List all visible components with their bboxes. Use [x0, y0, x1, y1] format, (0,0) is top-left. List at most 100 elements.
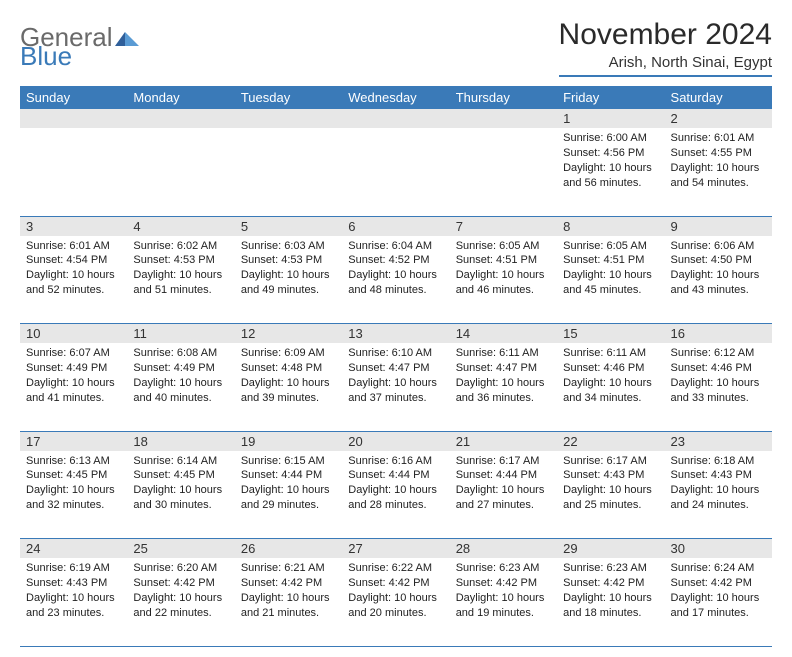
day-cell: Sunrise: 6:10 AMSunset: 4:47 PMDaylight:…: [342, 343, 449, 431]
sunrise-text: Sunrise: 6:19 AM: [26, 561, 121, 576]
day2-text: and 21 minutes.: [241, 606, 336, 621]
day1-text: Daylight: 10 hours: [241, 376, 336, 391]
sunrise-text: Sunrise: 6:16 AM: [348, 454, 443, 469]
sunset-text: Sunset: 4:42 PM: [241, 576, 336, 591]
sunrise-text: Sunrise: 6:07 AM: [26, 346, 121, 361]
sunset-text: Sunset: 4:55 PM: [671, 146, 766, 161]
calendar-header-row: Sunday Monday Tuesday Wednesday Thursday…: [20, 86, 772, 109]
sunset-text: Sunset: 4:47 PM: [456, 361, 551, 376]
weekday-head: Friday: [557, 86, 664, 109]
day1-text: Daylight: 10 hours: [563, 483, 658, 498]
day2-text: and 30 minutes.: [133, 498, 228, 513]
day-number: [127, 109, 234, 128]
day2-text: and 54 minutes.: [671, 176, 766, 191]
day-cell: Sunrise: 6:21 AMSunset: 4:42 PMDaylight:…: [235, 558, 342, 646]
day-number: [20, 109, 127, 128]
day-content-row: Sunrise: 6:13 AMSunset: 4:45 PMDaylight:…: [20, 451, 772, 539]
sunrise-text: Sunrise: 6:09 AM: [241, 346, 336, 361]
day-cell: [342, 128, 449, 216]
sunset-text: Sunset: 4:42 PM: [671, 576, 766, 591]
day1-text: Daylight: 10 hours: [671, 161, 766, 176]
weekday-head: Wednesday: [342, 86, 449, 109]
day2-text: and 17 minutes.: [671, 606, 766, 621]
day1-text: Daylight: 10 hours: [133, 268, 228, 283]
day2-text: and 28 minutes.: [348, 498, 443, 513]
day-cell: Sunrise: 6:20 AMSunset: 4:42 PMDaylight:…: [127, 558, 234, 646]
day1-text: Daylight: 10 hours: [26, 591, 121, 606]
day-number: 14: [450, 324, 557, 344]
sunrise-text: Sunrise: 6:12 AM: [671, 346, 766, 361]
day1-text: Daylight: 10 hours: [671, 268, 766, 283]
day-number: 28: [450, 539, 557, 559]
day-details: Sunrise: 6:02 AMSunset: 4:53 PMDaylight:…: [127, 236, 234, 302]
day2-text: and 49 minutes.: [241, 283, 336, 298]
sunset-text: Sunset: 4:52 PM: [348, 253, 443, 268]
day1-text: Daylight: 10 hours: [563, 268, 658, 283]
weekday-head: Saturday: [665, 86, 772, 109]
day1-text: Daylight: 10 hours: [133, 483, 228, 498]
day-cell: Sunrise: 6:06 AMSunset: 4:50 PMDaylight:…: [665, 236, 772, 324]
day-cell: [235, 128, 342, 216]
day-details: Sunrise: 6:14 AMSunset: 4:45 PMDaylight:…: [127, 451, 234, 517]
weekday-head: Monday: [127, 86, 234, 109]
day1-text: Daylight: 10 hours: [563, 376, 658, 391]
sunrise-text: Sunrise: 6:00 AM: [563, 131, 658, 146]
day-details: Sunrise: 6:17 AMSunset: 4:43 PMDaylight:…: [557, 451, 664, 517]
day1-text: Daylight: 10 hours: [456, 483, 551, 498]
day-cell: Sunrise: 6:09 AMSunset: 4:48 PMDaylight:…: [235, 343, 342, 431]
day1-text: Daylight: 10 hours: [348, 591, 443, 606]
day-cell: Sunrise: 6:17 AMSunset: 4:43 PMDaylight:…: [557, 451, 664, 539]
day-details: Sunrise: 6:22 AMSunset: 4:42 PMDaylight:…: [342, 558, 449, 624]
sunset-text: Sunset: 4:46 PM: [563, 361, 658, 376]
day-details: Sunrise: 6:06 AMSunset: 4:50 PMDaylight:…: [665, 236, 772, 302]
sunrise-text: Sunrise: 6:06 AM: [671, 239, 766, 254]
day-details: Sunrise: 6:10 AMSunset: 4:47 PMDaylight:…: [342, 343, 449, 409]
day-number: 4: [127, 216, 234, 236]
day-number: 24: [20, 539, 127, 559]
day-number: 2: [665, 109, 772, 128]
day-cell: Sunrise: 6:12 AMSunset: 4:46 PMDaylight:…: [665, 343, 772, 431]
sunrise-text: Sunrise: 6:04 AM: [348, 239, 443, 254]
day1-text: Daylight: 10 hours: [241, 483, 336, 498]
day-details: Sunrise: 6:18 AMSunset: 4:43 PMDaylight:…: [665, 451, 772, 517]
day1-text: Daylight: 10 hours: [241, 591, 336, 606]
day-cell: [450, 128, 557, 216]
day-cell: Sunrise: 6:22 AMSunset: 4:42 PMDaylight:…: [342, 558, 449, 646]
day-details: Sunrise: 6:03 AMSunset: 4:53 PMDaylight:…: [235, 236, 342, 302]
day1-text: Daylight: 10 hours: [456, 591, 551, 606]
day-number: 1: [557, 109, 664, 128]
day-number: 6: [342, 216, 449, 236]
day-cell: Sunrise: 6:01 AMSunset: 4:54 PMDaylight:…: [20, 236, 127, 324]
day-cell: Sunrise: 6:15 AMSunset: 4:44 PMDaylight:…: [235, 451, 342, 539]
day-number: 30: [665, 539, 772, 559]
day-number-row: 12: [20, 109, 772, 128]
day-cell: Sunrise: 6:02 AMSunset: 4:53 PMDaylight:…: [127, 236, 234, 324]
day-cell: Sunrise: 6:07 AMSunset: 4:49 PMDaylight:…: [20, 343, 127, 431]
day2-text: and 33 minutes.: [671, 391, 766, 406]
sunset-text: Sunset: 4:44 PM: [456, 468, 551, 483]
day-details: Sunrise: 6:00 AMSunset: 4:56 PMDaylight:…: [557, 128, 664, 194]
day-cell: Sunrise: 6:01 AMSunset: 4:55 PMDaylight:…: [665, 128, 772, 216]
sunset-text: Sunset: 4:50 PM: [671, 253, 766, 268]
day-cell: Sunrise: 6:18 AMSunset: 4:43 PMDaylight:…: [665, 451, 772, 539]
day2-text: and 56 minutes.: [563, 176, 658, 191]
day-details: Sunrise: 6:04 AMSunset: 4:52 PMDaylight:…: [342, 236, 449, 302]
day-number: 29: [557, 539, 664, 559]
day1-text: Daylight: 10 hours: [671, 591, 766, 606]
sunrise-text: Sunrise: 6:18 AM: [671, 454, 766, 469]
day-number: 7: [450, 216, 557, 236]
day-cell: Sunrise: 6:23 AMSunset: 4:42 PMDaylight:…: [450, 558, 557, 646]
day-number-row: 17181920212223: [20, 431, 772, 451]
day-number: 17: [20, 431, 127, 451]
day2-text: and 39 minutes.: [241, 391, 336, 406]
sunset-text: Sunset: 4:47 PM: [348, 361, 443, 376]
calendar-body: 12Sunrise: 6:00 AMSunset: 4:56 PMDayligh…: [20, 109, 772, 646]
day1-text: Daylight: 10 hours: [26, 268, 121, 283]
day-number: 15: [557, 324, 664, 344]
day-cell: Sunrise: 6:05 AMSunset: 4:51 PMDaylight:…: [557, 236, 664, 324]
sunrise-text: Sunrise: 6:20 AM: [133, 561, 228, 576]
day-number: 25: [127, 539, 234, 559]
sunrise-text: Sunrise: 6:23 AM: [563, 561, 658, 576]
day1-text: Daylight: 10 hours: [133, 591, 228, 606]
sunrise-text: Sunrise: 6:10 AM: [348, 346, 443, 361]
